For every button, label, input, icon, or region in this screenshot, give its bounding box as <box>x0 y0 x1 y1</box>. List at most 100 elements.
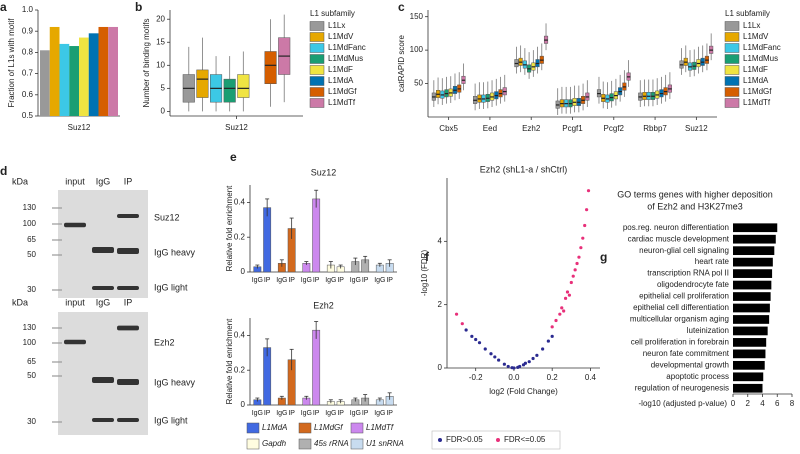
x-tick-label: IP <box>288 277 295 284</box>
x-tick-label: IP <box>288 410 295 417</box>
y-axis-label: -log10 (FDR) <box>420 250 429 297</box>
point <box>546 339 550 343</box>
legend-title: L1 subfamily <box>310 9 355 18</box>
category-label: epithelial cell proliferation <box>639 292 729 301</box>
x-tick-label: 0.0 <box>508 373 520 382</box>
y-tick-label: 4 <box>438 236 443 245</box>
legend-label: 45s rRNA <box>314 439 349 448</box>
band <box>117 286 139 290</box>
category-label: transcription RNA pol II <box>647 269 729 278</box>
legend-swatch <box>309 87 325 97</box>
point <box>483 347 487 351</box>
y-tick-label: 15 <box>156 37 165 46</box>
band-label: IgG heavy <box>154 377 196 387</box>
legend-swatch <box>350 422 364 434</box>
y-tick-label: 0 <box>241 267 246 276</box>
box <box>223 78 236 103</box>
legend-label: L1Lx <box>743 21 760 30</box>
x-tick-label: IP <box>386 410 393 417</box>
y-tick-label: 0.5 <box>22 111 34 120</box>
marker-label: 50 <box>27 371 36 380</box>
panel-label: a <box>0 0 7 14</box>
y-tick-label: 0 <box>438 363 443 372</box>
marker-label: 30 <box>27 285 36 294</box>
blot-membrane <box>58 312 148 435</box>
band-label: Ezh2 <box>154 337 175 347</box>
legend-swatch <box>309 98 325 108</box>
lane-label: IP <box>124 297 133 307</box>
x-tick-label: 6 <box>775 399 780 408</box>
panel-label: d <box>0 164 7 178</box>
x-tick-label: 0.4 <box>585 373 597 382</box>
x-tick-label: IgG <box>374 277 385 284</box>
band-label: IgG light <box>154 282 188 292</box>
point <box>550 325 554 329</box>
lane-label: input <box>65 297 85 307</box>
bar <box>733 280 772 290</box>
category-label: apoptotic process <box>666 372 729 381</box>
legend-label: L1MdGf <box>314 423 343 432</box>
bar <box>733 326 768 336</box>
point <box>579 246 583 250</box>
legend-label: L1MdV <box>743 32 769 41</box>
x-tick-label: IP <box>386 277 393 284</box>
point <box>558 312 562 316</box>
legend-label: FDR<=0.05 <box>504 435 546 444</box>
point <box>567 293 572 297</box>
panel-label: g <box>600 250 607 264</box>
band <box>117 379 139 385</box>
legend-swatch <box>724 87 740 97</box>
point <box>506 364 510 369</box>
y-tick-label: 0.2 <box>234 232 246 241</box>
lane-label: input <box>65 176 85 186</box>
lane-label: IgG <box>96 176 111 186</box>
x-tick-label: IgG <box>301 410 312 417</box>
bar <box>79 37 89 117</box>
point <box>535 353 539 357</box>
marker-label: 30 <box>27 417 36 426</box>
band <box>117 418 139 422</box>
bar <box>49 26 60 116</box>
point <box>454 312 459 316</box>
band-label: Suz12 <box>154 212 180 222</box>
band <box>117 325 139 331</box>
y-tick-label: 150 <box>410 12 424 21</box>
x-tick-label: IP <box>264 410 271 417</box>
y-tick-label: 10 <box>156 60 165 69</box>
x-tick-label: IP <box>337 410 344 417</box>
subplot-title: Suz12 <box>311 167 337 177</box>
x-tick-label: IgG <box>350 410 361 417</box>
point <box>585 208 589 212</box>
x-tick-label: Suz12 <box>225 123 248 132</box>
band <box>117 248 139 254</box>
legend-label: FDR>0.05 <box>446 435 483 444</box>
point <box>477 341 482 345</box>
subplot-title: Ezh2 <box>313 300 334 310</box>
point <box>554 318 558 323</box>
legend-swatch <box>724 21 740 31</box>
x-tick-label: IgG <box>325 410 336 417</box>
x-tick-label: Pcgf1 <box>562 124 583 133</box>
legend-swatch <box>309 54 325 64</box>
legend-swatch <box>724 54 740 64</box>
x-tick-label: Cbx5 <box>439 124 458 133</box>
point <box>560 306 564 310</box>
marker-label: 130 <box>23 323 37 332</box>
category-label: regulation of neurogenesis <box>635 383 729 392</box>
marker-label: 65 <box>27 235 36 244</box>
legend-swatch <box>309 76 325 86</box>
legend-swatch <box>724 43 740 53</box>
point <box>565 290 570 294</box>
x-tick-label: IgG <box>252 277 263 284</box>
blot-membrane <box>58 190 148 298</box>
y-axis-label: Number of binding motifs <box>142 19 151 108</box>
y-axis-label: Fraction of L1s with motif <box>7 18 16 108</box>
panel-label: c <box>398 0 405 14</box>
point <box>464 328 468 332</box>
x-axis-label: -log10 (adjusted p-value) <box>639 399 728 408</box>
panel-label: f <box>425 250 430 264</box>
y-tick-label: 0.7 <box>22 69 34 78</box>
legend-label: L1MdGf <box>328 87 357 96</box>
bar <box>312 198 321 273</box>
category-label: developmental growth <box>651 360 729 369</box>
